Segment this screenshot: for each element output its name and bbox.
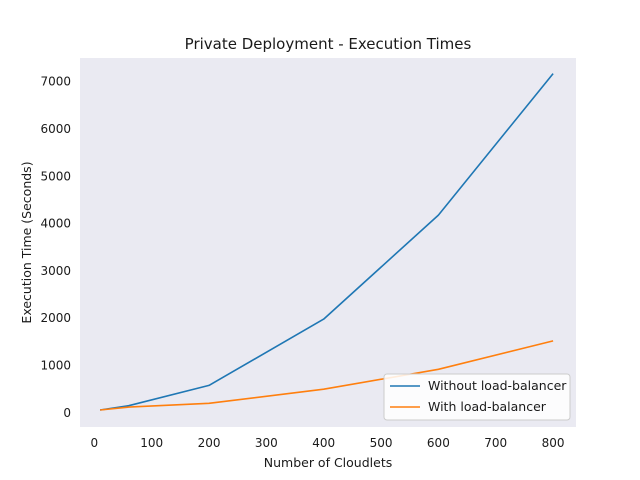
legend: Without load-balancer With load-balancer <box>383 373 571 421</box>
x-tick-label: 100 <box>140 436 163 450</box>
series-line-1 <box>99 73 554 411</box>
y-tick-label: 5000 <box>40 169 71 183</box>
x-axis-label: Number of Cloudlets <box>264 455 393 470</box>
y-tick-label: 6000 <box>40 122 71 136</box>
series-layer <box>99 73 554 411</box>
x-axis-ticks: 0 100 200 300 400 500 600 700 800 <box>91 436 565 450</box>
y-tick-label: 2000 <box>40 311 71 325</box>
legend-label-1: Without load-balancer <box>428 378 567 393</box>
y-axis-label: Execution Time (Seconds) <box>19 161 34 323</box>
x-tick-label: 600 <box>427 436 450 450</box>
y-tick-label: 7000 <box>40 75 71 89</box>
y-tick-label: 3000 <box>40 264 71 278</box>
plot-area <box>80 58 576 427</box>
x-tick-label: 400 <box>312 436 335 450</box>
y-tick-label: 4000 <box>40 217 71 231</box>
x-tick-label: 800 <box>542 436 565 450</box>
chart-title: Private Deployment - Execution Times <box>185 35 472 53</box>
legend-box <box>383 373 571 421</box>
y-tick-label: 0 <box>63 406 71 420</box>
x-tick-label: 700 <box>484 436 507 450</box>
x-tick-label: 500 <box>370 436 393 450</box>
legend-label-2: With load-balancer <box>428 399 547 414</box>
x-tick-label: 300 <box>255 436 278 450</box>
y-tick-label: 1000 <box>40 359 71 373</box>
x-tick-label: 200 <box>198 436 221 450</box>
x-tick-label: 0 <box>91 436 99 450</box>
series-line-2 <box>100 340 554 411</box>
y-axis-ticks: 0 1000 2000 3000 4000 5000 6000 7000 <box>40 75 71 420</box>
